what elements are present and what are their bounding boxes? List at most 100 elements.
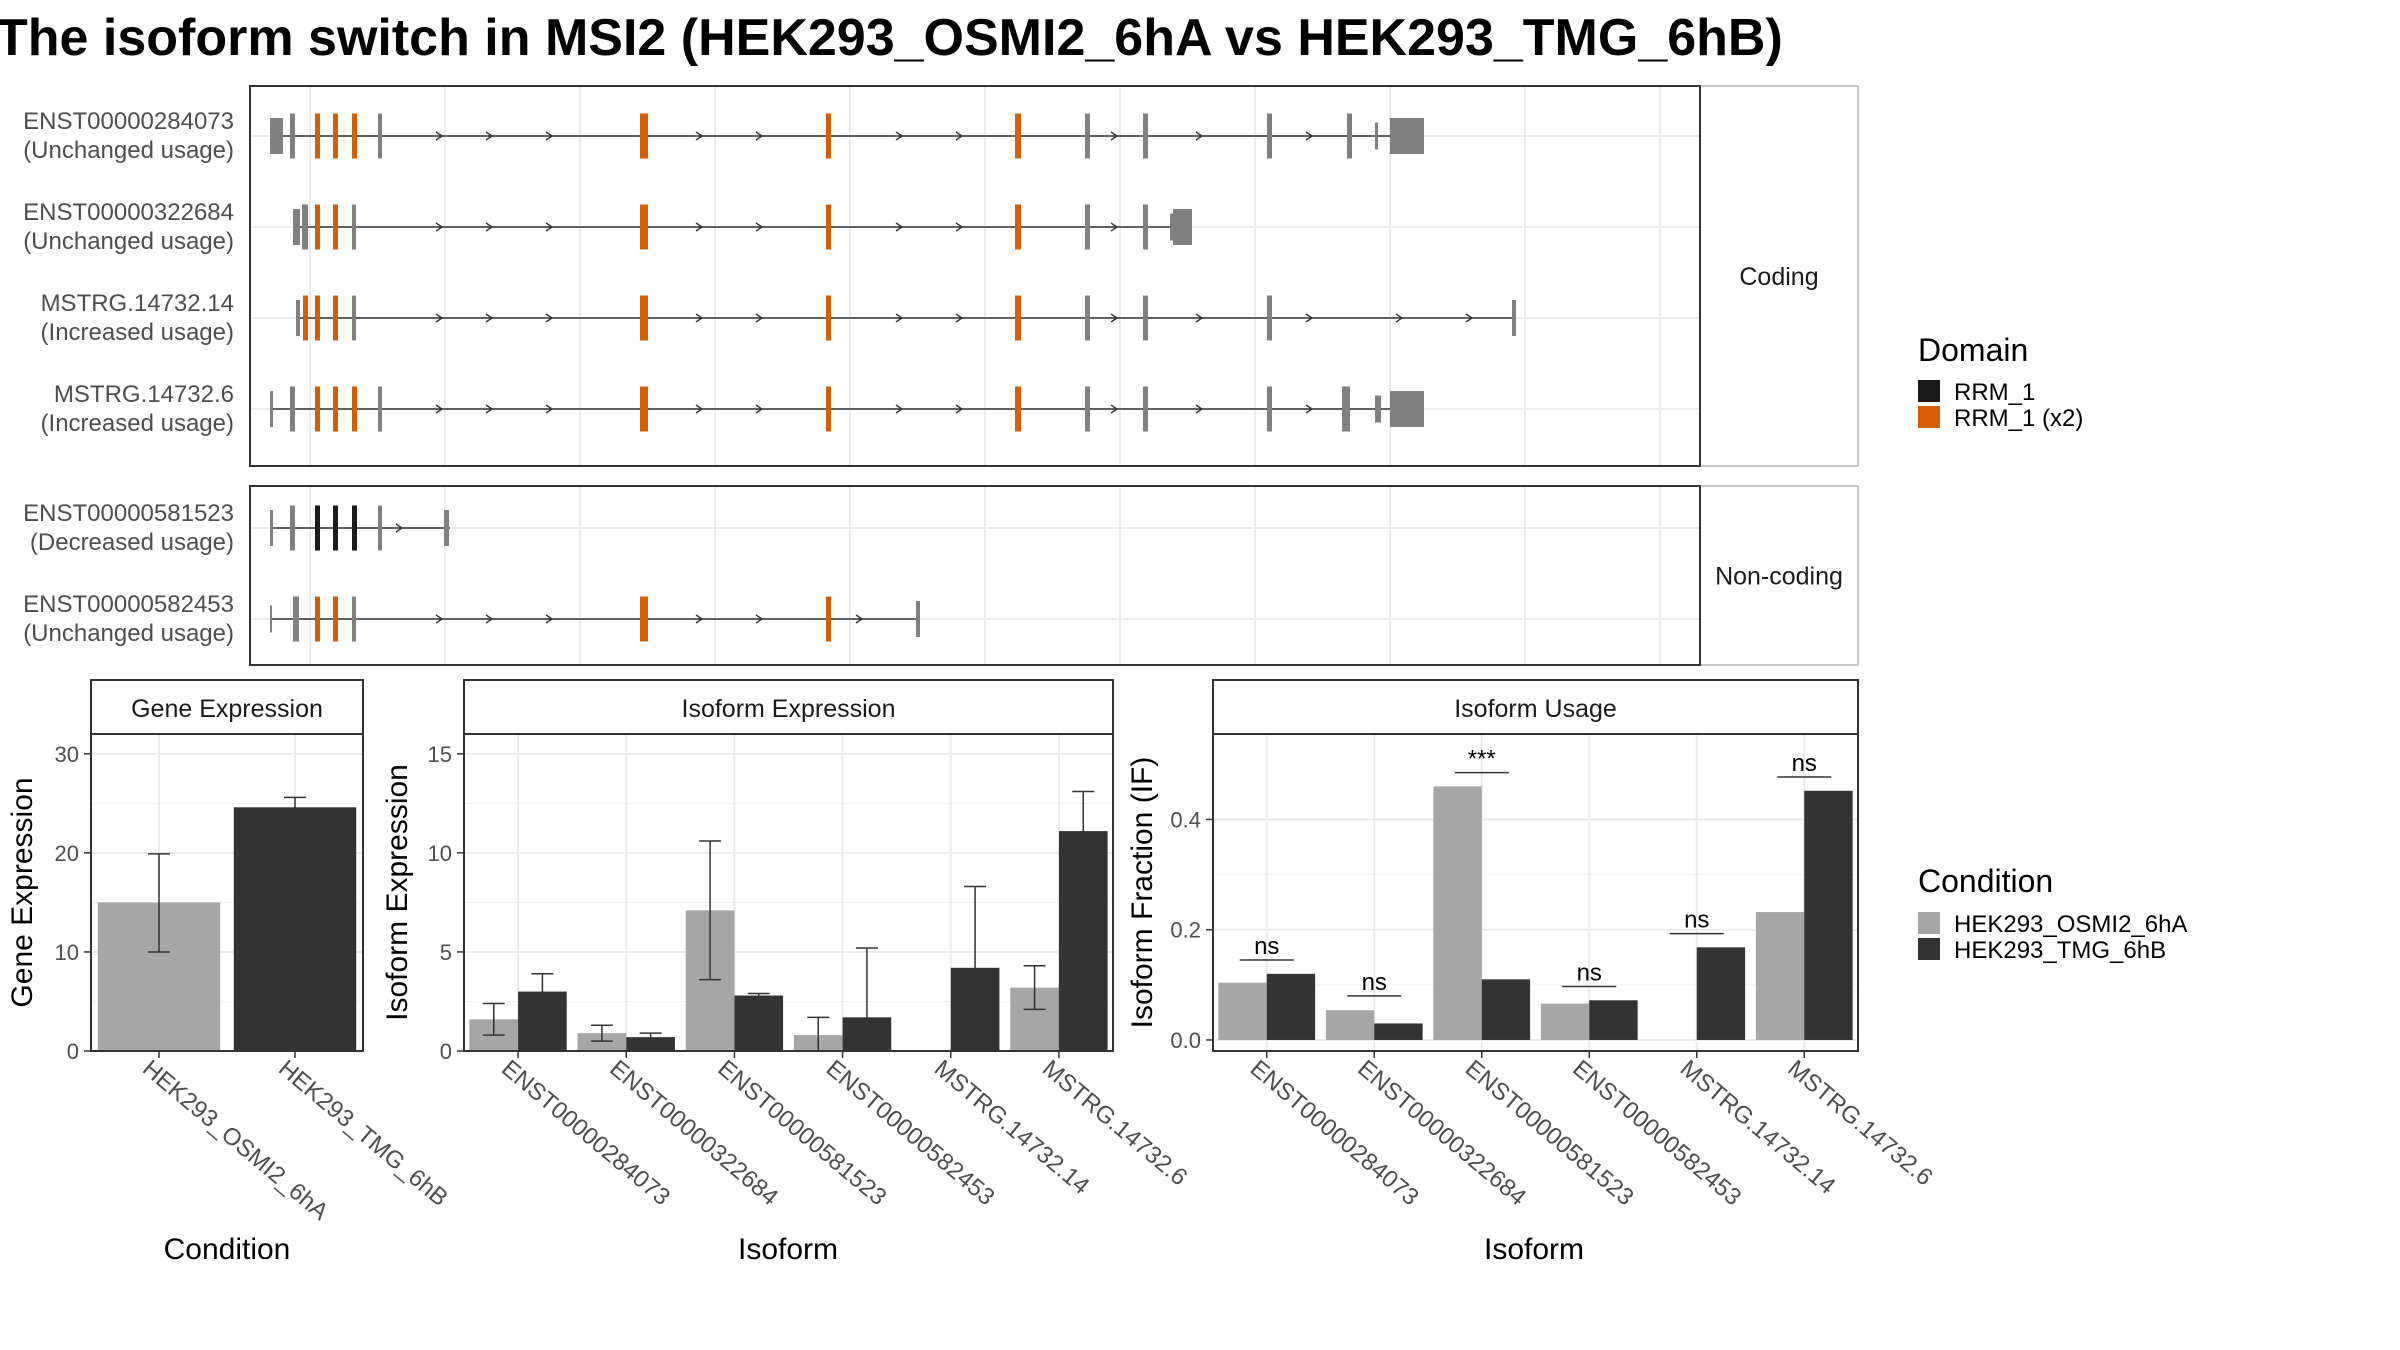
facet-label-coding: Coding (1739, 263, 1818, 291)
bar (1589, 1000, 1638, 1040)
exon (293, 596, 299, 642)
structure-panel-bg (250, 86, 1700, 466)
strand-arrow (955, 313, 964, 323)
exon (270, 605, 272, 633)
exon (352, 295, 356, 341)
strip-label: Gene Expression (131, 695, 323, 723)
exon-rrm1-x2 (333, 204, 338, 250)
exon-rrm1-x2 (640, 596, 648, 642)
exon (1267, 295, 1272, 341)
exon (290, 386, 295, 432)
exon (290, 505, 295, 551)
bar (1804, 790, 1853, 1040)
exon-rrm1-x2 (1015, 113, 1021, 159)
exon-rrm1-x2 (1015, 204, 1021, 250)
strand-arrow (1110, 222, 1119, 232)
significance-label: ns (1684, 907, 1709, 934)
strand-arrow (755, 131, 764, 141)
y-tick-label: 0.2 (1170, 918, 1201, 943)
strand-arrow (695, 131, 704, 141)
exon-rrm1-x2 (352, 386, 357, 432)
y-tick-label: 0.0 (1170, 1028, 1201, 1053)
exon-rrm1-x2 (1015, 295, 1021, 341)
exon-rrm1-x2 (1015, 386, 1021, 432)
plot-panel-bg (1213, 734, 1858, 1051)
bar (1755, 912, 1805, 1040)
strand-arrow (1110, 313, 1119, 323)
strand-arrow (695, 404, 704, 414)
strip-label: Isoform Expression (682, 695, 896, 723)
y-axis-label: Isoform Fraction (IF) (1126, 757, 1159, 1029)
exon (290, 113, 295, 159)
transcript-id-label: ENST00000322684 (23, 199, 234, 226)
exon-rrm1-x2 (333, 596, 338, 642)
exon (293, 209, 300, 245)
strip-label: Isoform Usage (1454, 695, 1617, 723)
strand-arrow (1305, 404, 1314, 414)
y-tick-label: 30 (55, 742, 79, 767)
exon-rrm1-x2 (640, 204, 648, 250)
strand-arrow (435, 313, 444, 323)
isoform-structure-plot: CodingNon-codingENST00000284073(Unchange… (23, 85, 1859, 666)
bar (1433, 786, 1482, 1040)
strand-arrow (545, 222, 554, 232)
bar (626, 1037, 675, 1051)
exon (296, 300, 300, 336)
strand-arrow (485, 222, 494, 232)
exon-rrm1 (333, 505, 338, 551)
significance-label: ns (1254, 933, 1279, 960)
strand-arrow (1195, 131, 1204, 141)
exon-rrm1-x2 (640, 386, 648, 432)
strip-box (463, 679, 1114, 735)
strand-arrow (755, 614, 764, 624)
exon (270, 391, 273, 427)
significance-label: *** (1468, 746, 1496, 773)
strand-arrow (695, 222, 704, 232)
strand-arrow (895, 313, 904, 323)
strand-arrow (545, 404, 554, 414)
exon (1170, 213, 1173, 241)
facet-strip (1699, 485, 1859, 666)
strand-arrow (1195, 404, 1204, 414)
y-tick-label: 10 (55, 940, 79, 965)
exon (378, 386, 382, 432)
exon-rrm1 (352, 505, 357, 551)
strand-arrow (1110, 131, 1119, 141)
bar (1374, 1023, 1423, 1040)
y-tick-label: 5 (440, 940, 452, 965)
exon (270, 510, 273, 546)
domain-legend-label: RRM_1 (x2) (1954, 405, 2083, 432)
domain-legend-title: Domain (1918, 332, 2028, 368)
transcript-usage-label: (Increased usage) (41, 410, 234, 437)
transcript-usage-label: (Decreased usage) (30, 529, 234, 556)
strand-arrow (1305, 313, 1314, 323)
exon (444, 510, 449, 546)
exon (1512, 300, 1516, 336)
exon (352, 204, 356, 250)
exon-rrm1-x2 (826, 295, 831, 341)
exon-rrm1-x2 (333, 113, 338, 159)
strand-arrow (755, 313, 764, 323)
y-tick-label: 0 (67, 1039, 79, 1064)
exon (1143, 204, 1148, 250)
facet-strip (1699, 85, 1859, 467)
exon (1375, 122, 1378, 150)
figure-title: The isoform switch in MSI2 (HEK293_OSMI2… (0, 9, 1783, 67)
bar-chart-isoform-expression: Isoform Expression051015ENST00000284073E… (381, 679, 1192, 1266)
strand-arrow (1110, 404, 1119, 414)
bar (1481, 979, 1531, 1040)
x-axis-label: Condition (164, 1233, 291, 1266)
domain-legend-key (1918, 380, 1940, 402)
bar (1540, 1003, 1590, 1040)
x-axis-label: Isoform (738, 1233, 838, 1266)
transcript-usage-label: (Unchanged usage) (23, 228, 234, 255)
transcript-id-label: MSTRG.14732.6 (54, 381, 234, 408)
significance-label: ns (1792, 750, 1817, 777)
strand-arrow (755, 222, 764, 232)
transcript-id-label: ENST00000581523 (23, 500, 234, 527)
strip-box (1212, 679, 1859, 735)
bar (233, 807, 357, 1051)
exon-rrm1-x2 (640, 295, 648, 341)
exon (302, 204, 308, 250)
exon-rrm1 (315, 505, 320, 551)
